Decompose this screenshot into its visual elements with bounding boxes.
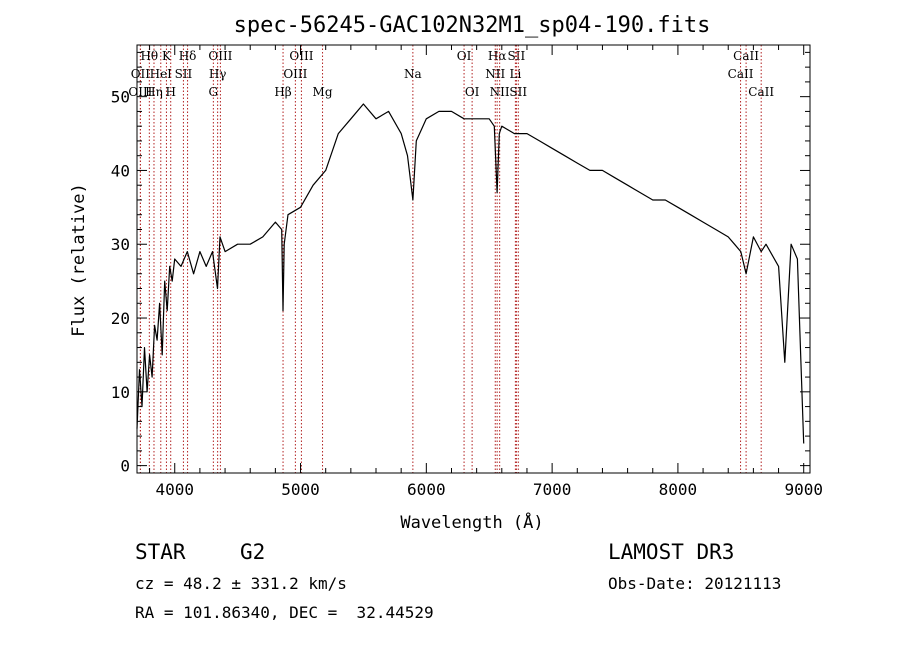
axis-ticks: 4000 5000 6000 7000 8000 9000 0 10 20 30 40 50 bbox=[111, 45, 823, 499]
x-tick-label-0: 4000 bbox=[155, 480, 194, 499]
line-marker-label-15: Mg bbox=[313, 85, 333, 99]
x-tick-label-1: 5000 bbox=[281, 480, 320, 499]
spectrum-series bbox=[136, 103, 805, 444]
object-class: STAR bbox=[135, 540, 186, 564]
y-tick-label-3: 30 bbox=[111, 235, 130, 254]
line-marker-label-14: Hβ bbox=[274, 85, 291, 99]
y-tick-label-1: 10 bbox=[111, 383, 130, 402]
object-subclass: G2 bbox=[240, 540, 266, 564]
chart-title: spec-56245-GAC102N32M1_sp04-190.fits bbox=[234, 13, 711, 38]
line-marker-label-0: Hθ bbox=[140, 49, 158, 63]
line-marker-label-16: Na bbox=[404, 67, 422, 81]
survey-release: LAMOST DR3 bbox=[608, 540, 735, 564]
y-tick-label-2: 20 bbox=[111, 309, 130, 328]
line-marker-label-18: OI bbox=[465, 85, 480, 99]
line-marker-label-5: Hη bbox=[145, 85, 163, 99]
line-marker-label-24: SII bbox=[509, 85, 527, 99]
line-marker-label-4: HeI bbox=[150, 67, 173, 81]
x-tick-label-4: 8000 bbox=[659, 480, 698, 499]
line-marker-label-26: CaII bbox=[728, 67, 754, 81]
line-marker-label-3: K bbox=[162, 49, 172, 63]
line-marker-label-9: OIII bbox=[208, 49, 232, 63]
observation-date: Obs-Date: 20121113 bbox=[608, 574, 782, 593]
line-marker-label-20: SII bbox=[508, 49, 526, 63]
y-tick-label-0: 0 bbox=[120, 457, 130, 476]
line-marker-label-11: G bbox=[209, 85, 219, 99]
redshift-velocity: cz = 48.2 ± 331.2 km/s bbox=[135, 574, 347, 593]
line-marker-label-19: Hα bbox=[488, 49, 507, 63]
line-marker-label-17: OI bbox=[457, 49, 472, 63]
line-marker-label-7: SII bbox=[175, 67, 193, 81]
line-marker-label-6: Hδ bbox=[179, 49, 197, 63]
y-tick-label-4: 40 bbox=[111, 161, 130, 180]
line-marker-label-25: CaII bbox=[733, 49, 759, 63]
y-axis-label: Flux (relative) bbox=[69, 183, 89, 337]
y-tick-label-5: 50 bbox=[111, 88, 130, 107]
line-marker-label-23: NII bbox=[490, 85, 510, 99]
line-marker-label-21: NII bbox=[485, 67, 505, 81]
coordinates: RA = 101.86340, DEC = 32.44529 bbox=[135, 603, 434, 622]
line-marker-label-22: Li bbox=[509, 67, 521, 81]
x-tick-label-2: 6000 bbox=[407, 480, 446, 499]
line-marker-label-10: Hγ bbox=[209, 67, 227, 81]
x-tick-label-3: 7000 bbox=[533, 480, 572, 499]
spectrum-line bbox=[136, 103, 805, 444]
line-marker-label-12: OIII bbox=[289, 49, 313, 63]
line-marker-label-13: OIII bbox=[283, 67, 307, 81]
x-tick-label-5: 9000 bbox=[784, 480, 823, 499]
x-axis-label: Wavelength (Å) bbox=[400, 511, 543, 533]
plot-frame bbox=[136, 44, 811, 474]
line-marker-label-27: CaII bbox=[748, 85, 774, 99]
line-marker-label-2: OIII bbox=[128, 85, 152, 99]
line-marker-label-8: H bbox=[165, 85, 175, 99]
